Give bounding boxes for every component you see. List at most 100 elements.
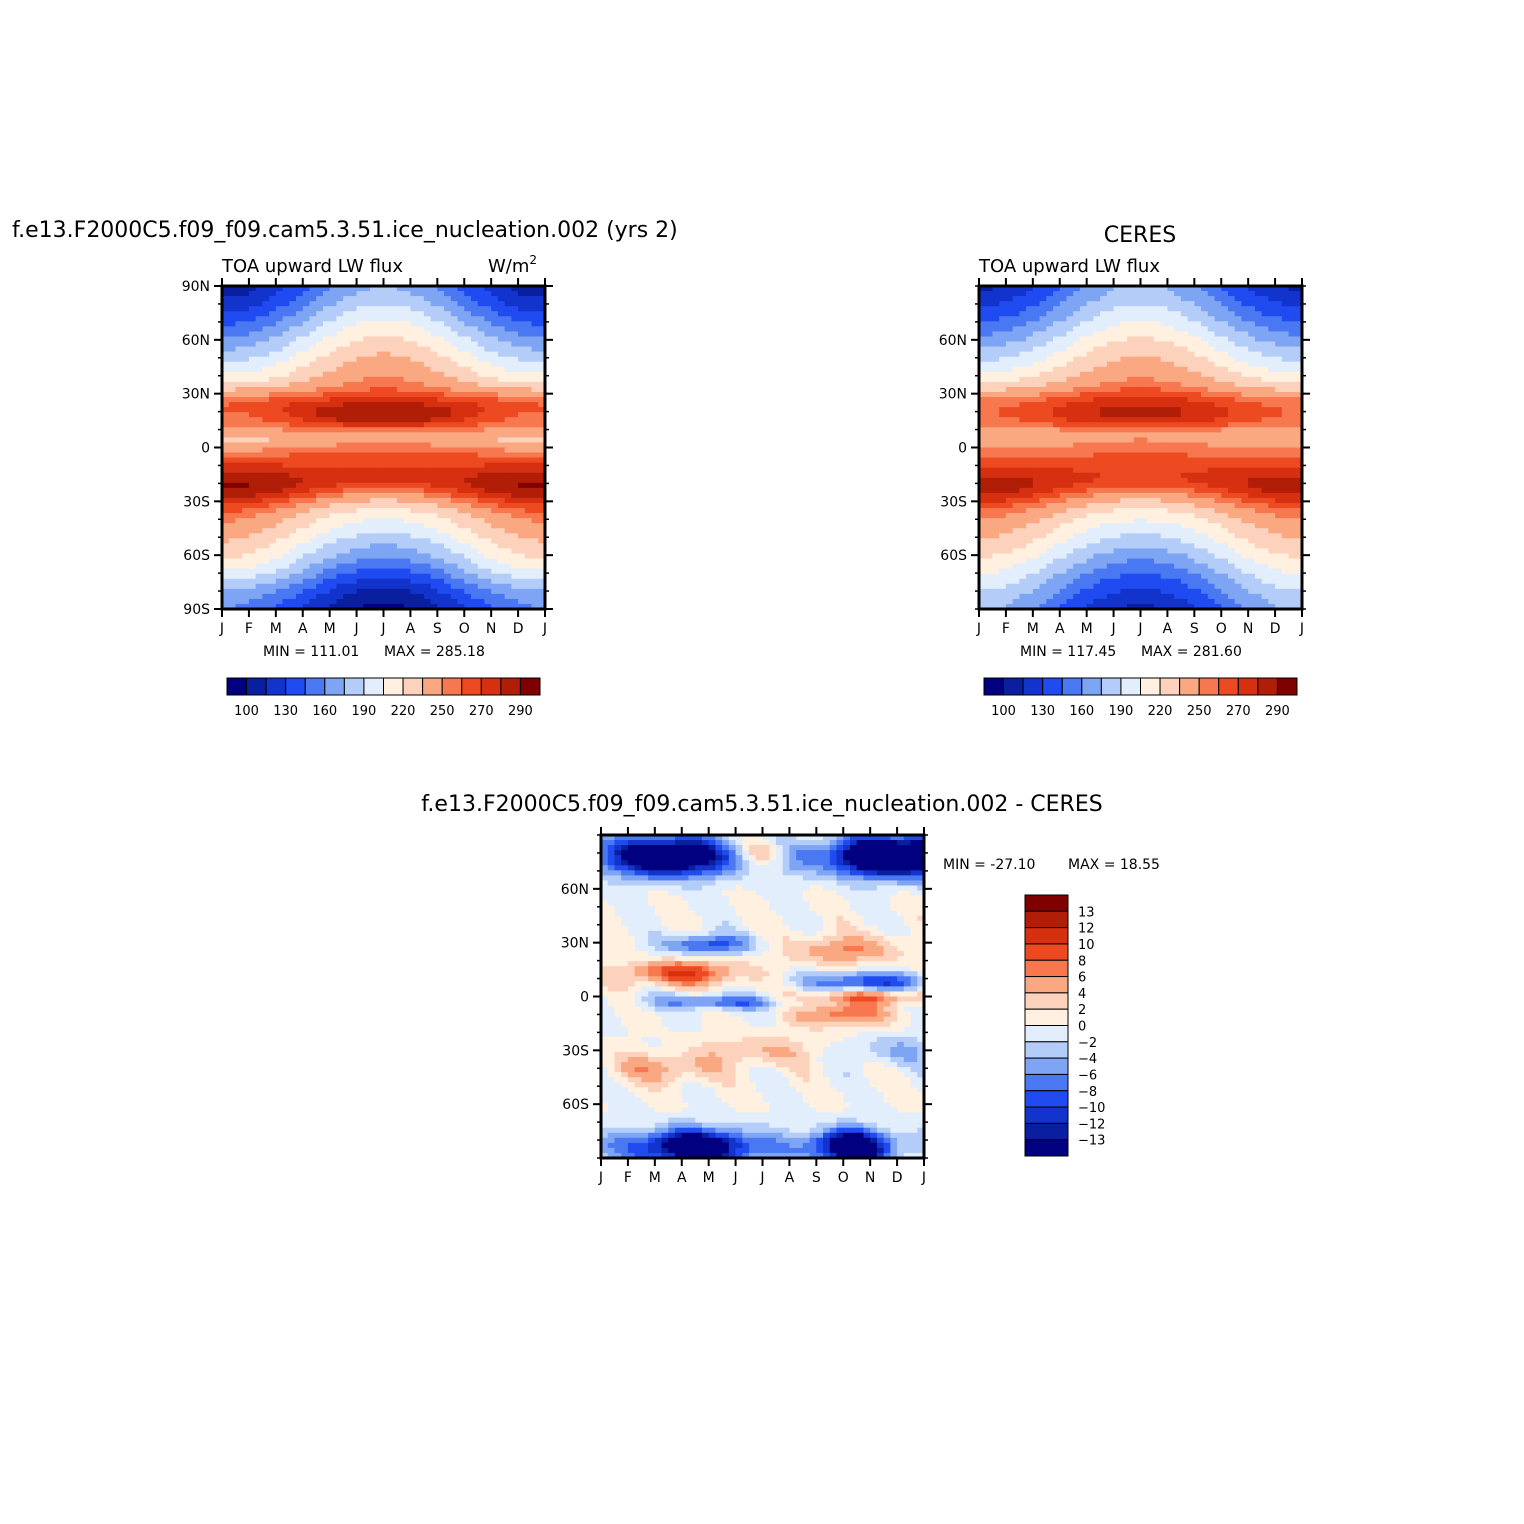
contour-cell (1187, 321, 1195, 327)
contour-cell (329, 407, 337, 413)
contour-cell (343, 573, 351, 580)
contour-cell (1053, 286, 1061, 292)
contour-cell (1207, 386, 1216, 393)
contour-cell (255, 326, 263, 333)
contour-cell (376, 301, 385, 307)
contour-cell (275, 583, 284, 590)
contour-cell (1140, 452, 1148, 459)
contour-cell (1214, 331, 1222, 338)
contour-cell (248, 518, 257, 524)
contour-cell (1288, 301, 1296, 307)
contour-cell (1281, 437, 1290, 444)
contour-cell (538, 563, 545, 570)
contour-cell (262, 341, 270, 348)
contour-cell (255, 346, 263, 353)
contour-cell (390, 356, 398, 363)
contour-cell (1288, 376, 1296, 383)
contour-cell (302, 397, 311, 403)
contour-cell (383, 588, 391, 595)
contour-cell (423, 356, 432, 363)
contour-cell (484, 457, 492, 464)
contour-cell (222, 508, 230, 514)
contour-cell (1140, 442, 1148, 449)
contour-cell (979, 462, 987, 469)
contour-cell (1160, 351, 1169, 358)
contour-cell (1039, 472, 1047, 479)
contour-cell (349, 286, 358, 292)
contour-cell (370, 427, 378, 433)
contour-cell (1120, 321, 1128, 327)
contour-cell (356, 346, 364, 353)
contour-cell (336, 427, 344, 433)
contour-cell (1268, 326, 1276, 333)
contour-cell (356, 366, 364, 373)
contour-cell (1046, 402, 1054, 408)
contour-cell (255, 306, 263, 312)
contour-cell (423, 286, 432, 292)
contour-cell (518, 603, 526, 609)
contour-cell (430, 558, 438, 565)
contour-cell (336, 326, 344, 333)
contour-cell (423, 538, 432, 544)
contour-cell (396, 487, 405, 494)
contour-cell (242, 497, 250, 504)
contour-cell (1093, 346, 1101, 353)
contour-cell (1174, 432, 1182, 439)
contour-cell (1106, 402, 1115, 408)
contour-cell (979, 306, 987, 312)
contour-cell (255, 397, 263, 403)
contour-cell (248, 291, 257, 297)
contour-cell (1079, 286, 1088, 292)
contour-cell (376, 497, 385, 504)
contour-cell (464, 442, 472, 449)
contour-cell (511, 472, 519, 479)
contour-cell (1234, 356, 1243, 363)
contour-cell (999, 376, 1007, 383)
contour-cell (235, 518, 243, 524)
contour-cell (222, 381, 230, 388)
contour-cell (316, 447, 324, 454)
contour-cell (403, 366, 412, 373)
contour-cell (1012, 427, 1020, 433)
contour-cell (1248, 417, 1256, 423)
x-tick-label: J (354, 621, 359, 637)
contour-cell (235, 503, 243, 509)
contour-cell (1019, 407, 1027, 413)
contour-cell (531, 467, 539, 474)
contour-cell (1187, 371, 1195, 378)
contour-cell (444, 296, 452, 302)
contour-cell (1019, 427, 1027, 433)
contour-cell (538, 528, 545, 534)
contour-cell (255, 296, 263, 302)
contour-cell (1106, 376, 1115, 383)
contour-cell (444, 588, 452, 595)
contour-cell (282, 346, 290, 353)
contour-cell (322, 457, 331, 464)
contour-cell (450, 497, 459, 504)
contour-cell (484, 301, 492, 307)
contour-cell (248, 528, 257, 534)
contour-cell (1234, 452, 1243, 459)
contour-cell (999, 432, 1007, 439)
contour-cell (1261, 291, 1269, 297)
contour-cell (1079, 336, 1088, 343)
contour-cell (248, 402, 257, 408)
contour-cell (1174, 286, 1182, 292)
contour-cell (992, 331, 1000, 338)
contour-cell (1012, 432, 1020, 439)
contour-cell (464, 346, 472, 353)
contour-cell (417, 321, 425, 327)
contour-cell (269, 397, 277, 403)
contour-cell (470, 518, 479, 524)
contour-cell (1254, 422, 1263, 428)
contour-cell (992, 366, 1000, 373)
contour-cell (343, 503, 351, 509)
contour-cell (248, 477, 257, 484)
contour-cell (464, 477, 472, 484)
contour-cell (524, 336, 533, 343)
contour-cell (444, 538, 452, 544)
contour-cell (336, 417, 344, 423)
contour-cell (1133, 452, 1142, 459)
contour-cell (417, 492, 425, 499)
contour-cell (450, 331, 459, 338)
